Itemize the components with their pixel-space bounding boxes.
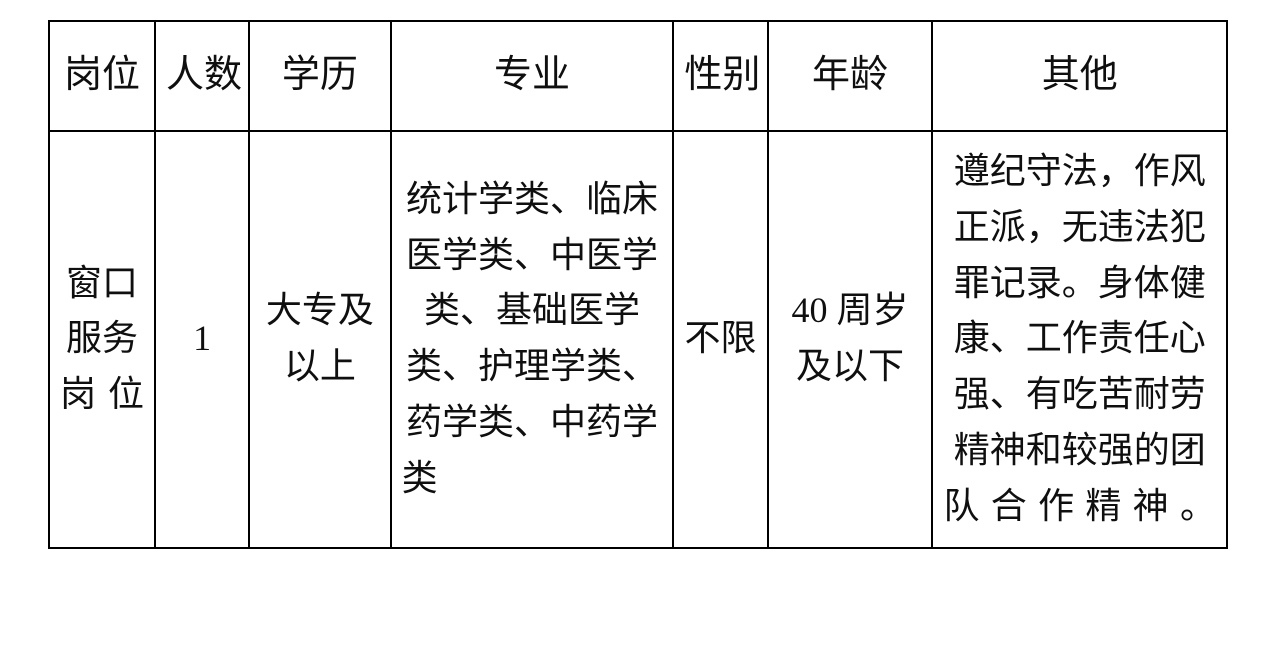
col-header-age: 年龄 <box>768 21 933 131</box>
page: 岗位 人数 学历 专业 性别 年龄 其他 窗口服务岗位 1 大专及以上 统计学类… <box>0 0 1276 667</box>
cell-other: 遵纪守法，作风正派，无违法犯罪记录。身体健康、工作责任心强、有吃苦耐劳精神和较强… <box>932 131 1227 548</box>
cell-gender: 不限 <box>673 131 767 548</box>
cell-major: 统计学类、临床医学类、中医学类、基础医学类、护理学类、药学类、中药学类 <box>391 131 674 548</box>
col-header-other: 其他 <box>932 21 1227 131</box>
table-row: 窗口服务岗位 1 大专及以上 统计学类、临床医学类、中医学类、基础医学类、护理学… <box>49 131 1227 548</box>
table-header-row: 岗位 人数 学历 专业 性别 年龄 其他 <box>49 21 1227 131</box>
col-header-gender: 性别 <box>673 21 767 131</box>
col-header-major: 专业 <box>391 21 674 131</box>
col-header-edu: 学历 <box>249 21 390 131</box>
job-requirements-table: 岗位 人数 学历 专业 性别 年龄 其他 窗口服务岗位 1 大专及以上 统计学类… <box>48 20 1228 549</box>
cell-edu: 大专及以上 <box>249 131 390 548</box>
cell-age: 40 周岁及以下 <box>768 131 933 548</box>
col-header-count: 人数 <box>155 21 249 131</box>
cell-count: 1 <box>155 131 249 548</box>
col-header-position: 岗位 <box>49 21 155 131</box>
cell-position: 窗口服务岗位 <box>49 131 155 548</box>
cell-age-number: 40 <box>792 290 828 330</box>
